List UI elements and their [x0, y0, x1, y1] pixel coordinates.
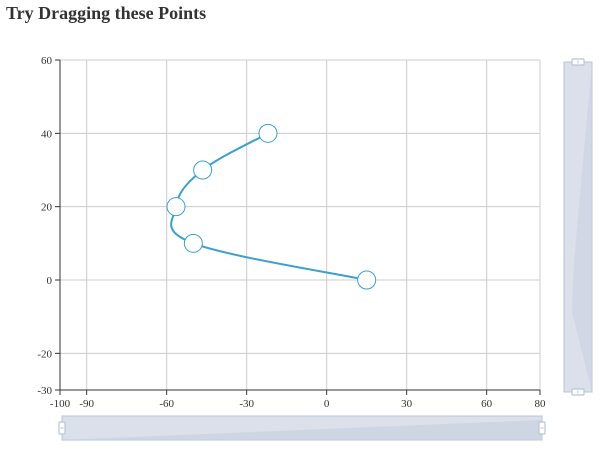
- x-tick-label: 0: [324, 398, 330, 410]
- x-zoom-slider[interactable]: [58, 415, 546, 441]
- y-tick-label: -20: [37, 348, 52, 360]
- x-tick-label: 30: [401, 398, 413, 410]
- draggable-point-4[interactable]: [193, 160, 213, 180]
- x-tick-label: -100: [50, 398, 71, 410]
- y-zoom-preview-shape: [572, 62, 592, 392]
- y-tick-label: 40: [41, 128, 53, 140]
- y-tick-label: 0: [47, 275, 53, 287]
- x-tick-label: -30: [239, 398, 254, 410]
- draggable-points: [166, 123, 377, 290]
- y-zoom-slider[interactable]: [563, 58, 593, 396]
- page-title: Try Dragging these Points: [6, 3, 207, 23]
- x-tick-label: 60: [481, 398, 493, 410]
- x-tick-label: -90: [79, 398, 94, 410]
- y-tick-label: 20: [41, 202, 53, 214]
- draggable-point-3[interactable]: [166, 197, 186, 217]
- axes: -100 -90 -60 -30 0 30 60 80 -30 -20 0 20 40 60: [37, 55, 546, 410]
- y-tick-label: -30: [37, 385, 52, 397]
- x-zoom-preview-shape: [62, 420, 542, 440]
- draggable-point-2[interactable]: [183, 233, 203, 253]
- x-tick-label: -60: [159, 398, 174, 410]
- draggable-point-5[interactable]: [258, 123, 278, 143]
- x-tick-label: 80: [535, 398, 547, 410]
- draggable-point-1[interactable]: [357, 270, 377, 290]
- y-tick-label: 60: [41, 55, 53, 67]
- grid: [60, 59, 541, 390]
